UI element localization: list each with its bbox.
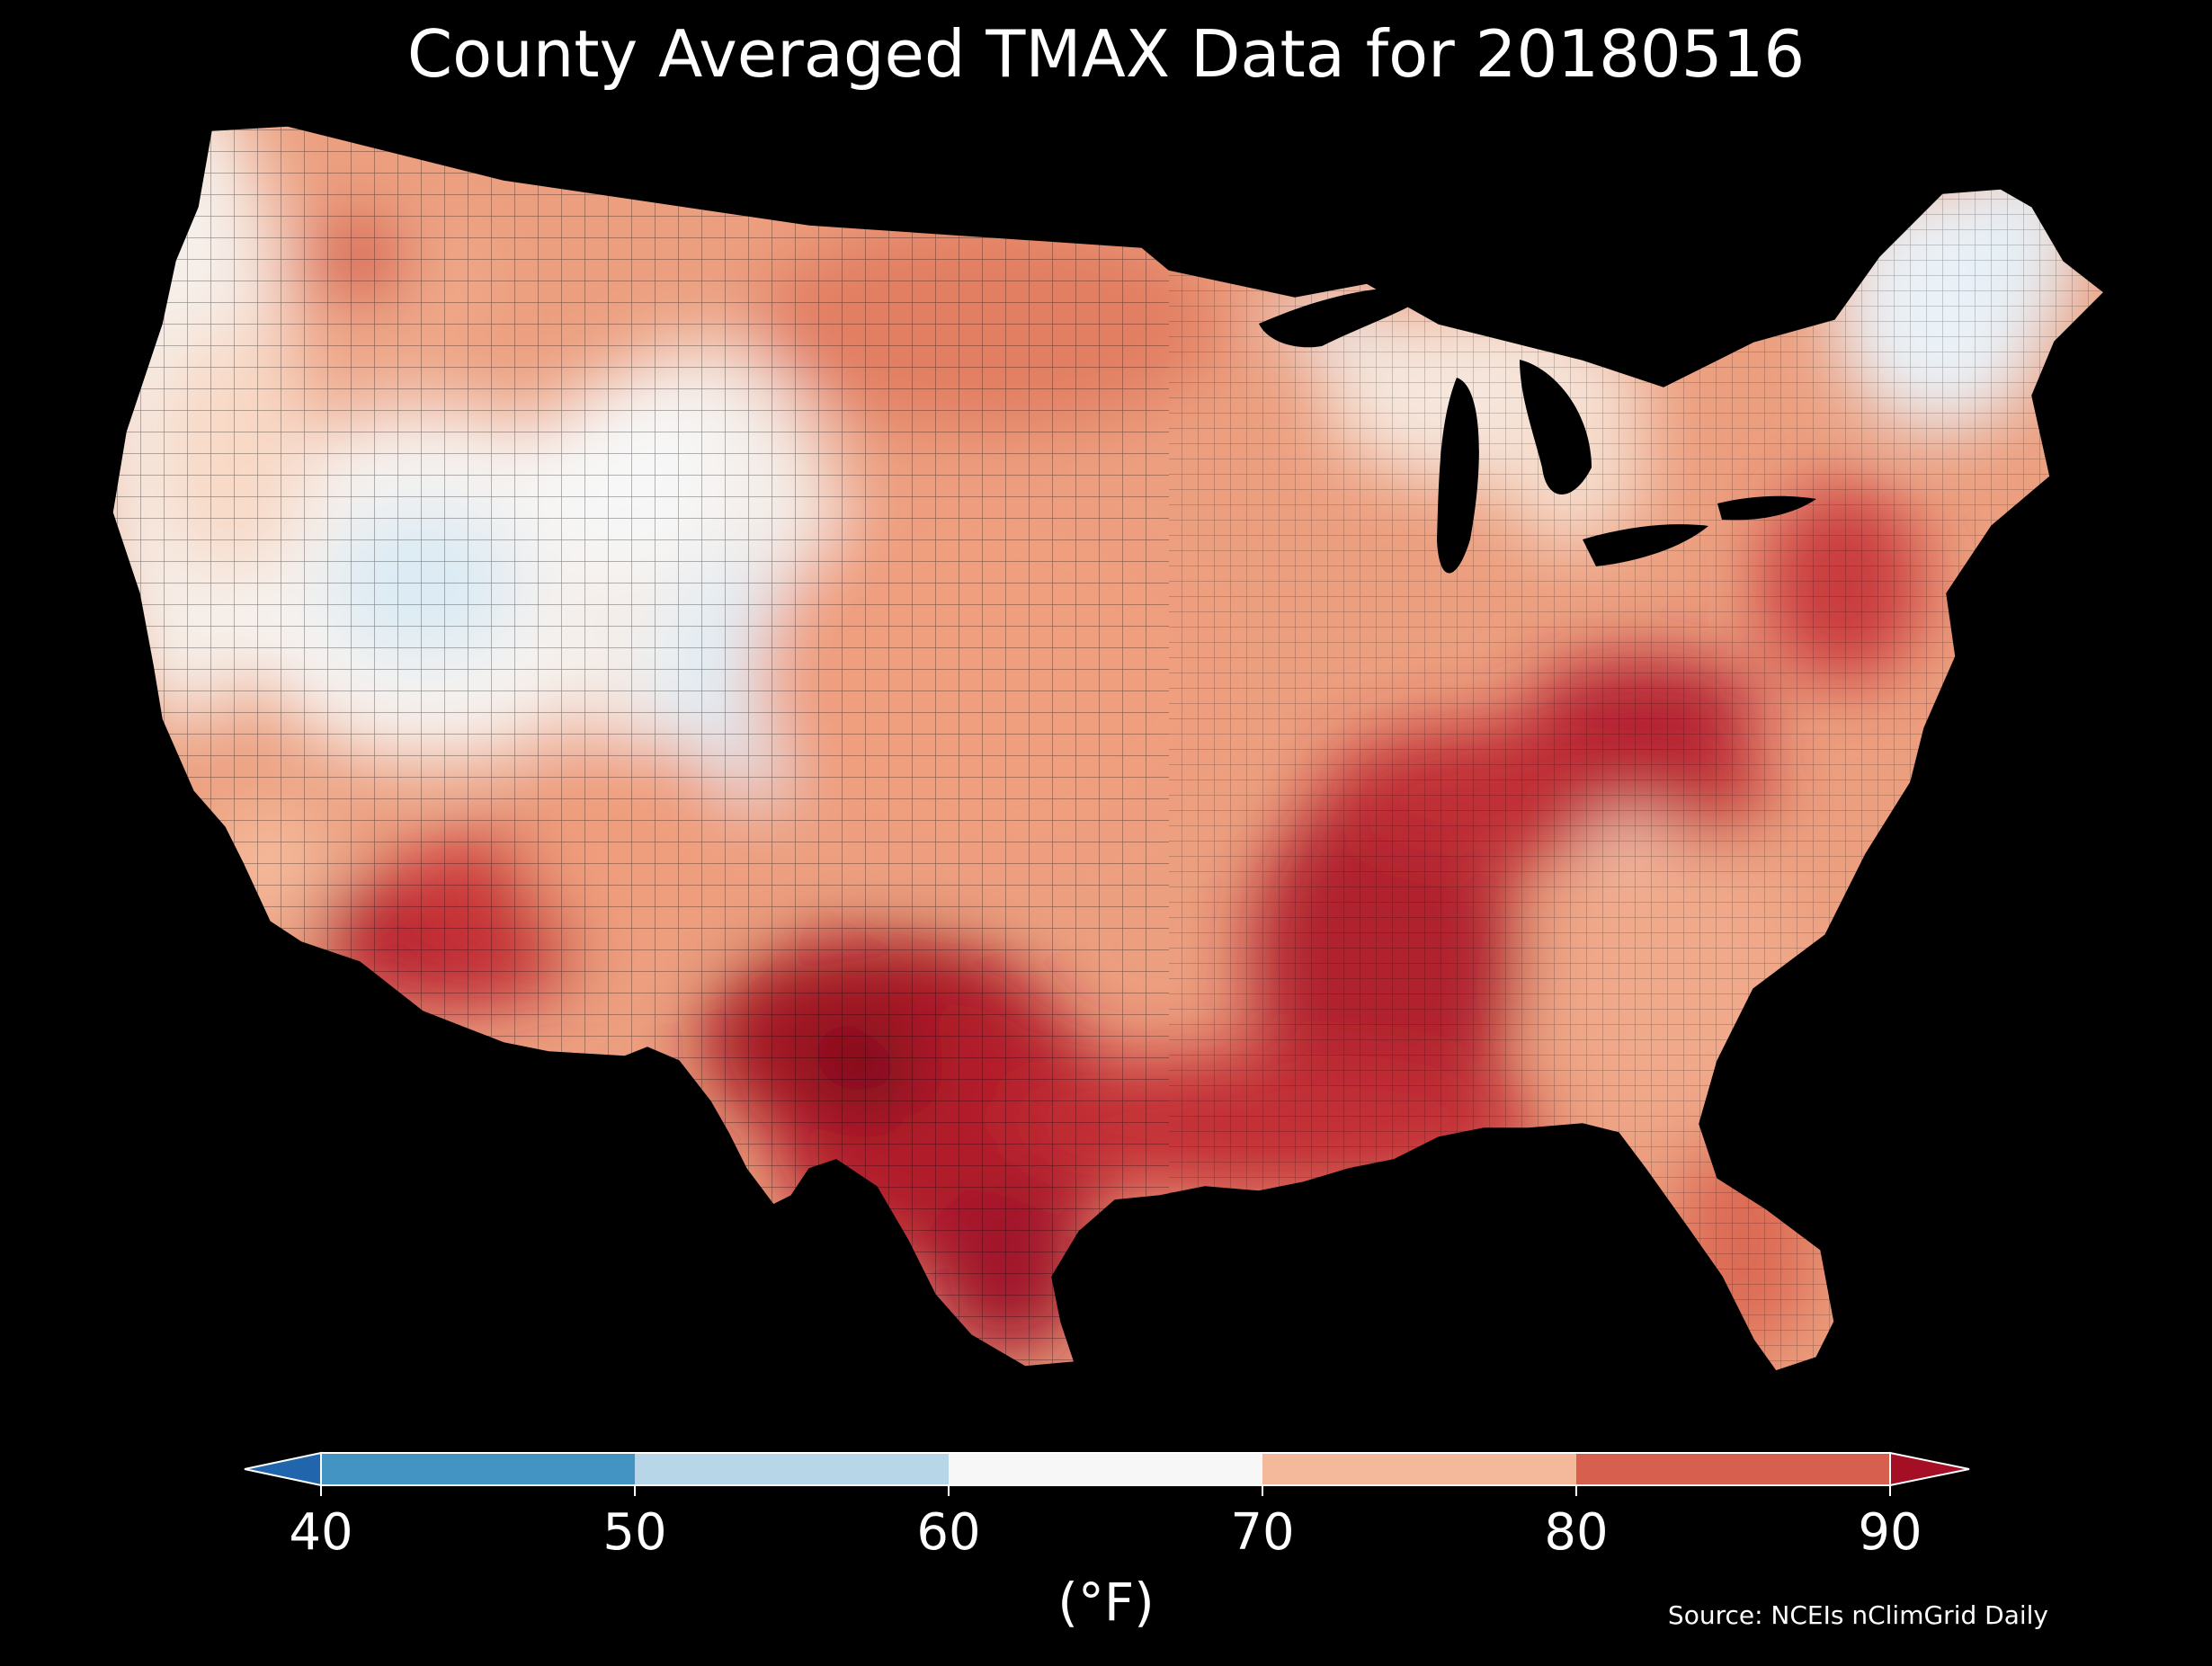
colorbar-tick-label-90: 90 [1858, 1503, 1922, 1562]
great-lakes [1259, 287, 1816, 574]
colorbar-tick-label-50: 50 [602, 1503, 667, 1562]
colorbar-bin-60-70 [949, 1453, 1262, 1485]
lake-superior [1259, 287, 1439, 348]
colorbar-tick-label-80: 80 [1544, 1503, 1609, 1562]
colorbar-frame [320, 1452, 1891, 1486]
colorbar-over-arrow [1889, 1451, 1970, 1487]
colorbar-under-arrow [244, 1451, 322, 1487]
lake-erie [1583, 524, 1708, 566]
colorbar-bin-80-90 [1576, 1453, 1890, 1485]
colorbar-tick-label-60: 60 [916, 1503, 981, 1562]
map-title: County Averaged TMAX Data for 20180516 [406, 16, 1806, 92]
colorbar-tick-label-70: 70 [1230, 1503, 1295, 1562]
colorbar-bins [321, 1453, 1890, 1485]
lake-ontario [1717, 495, 1816, 521]
colorbar-tick-label-40: 40 [289, 1503, 353, 1562]
colorbar-ticks [320, 1485, 1891, 1496]
colorbar-bin-50-60 [635, 1453, 949, 1485]
source-note: Source: NCEIs nClimGrid Daily [1667, 1600, 2048, 1630]
lake-michigan [1437, 378, 1479, 574]
colorbar-bin-70-80 [1262, 1453, 1576, 1485]
colorbar-bin-40-50 [321, 1453, 635, 1485]
colorbar-unit-label: (°F) [1057, 1572, 1155, 1633]
lake-huron [1520, 360, 1592, 494]
